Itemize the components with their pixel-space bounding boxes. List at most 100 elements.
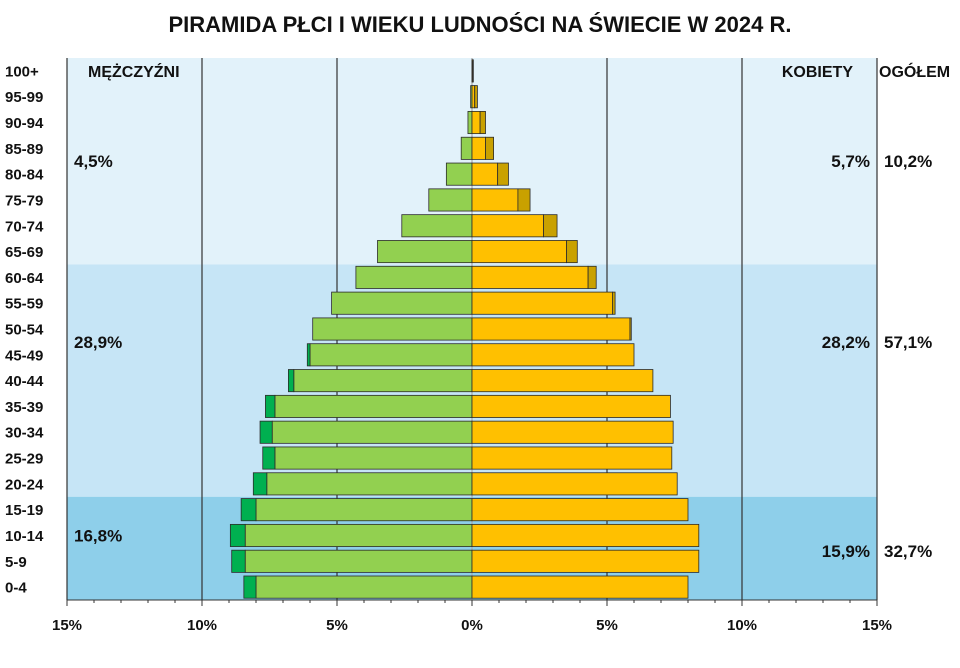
age-category-label: 10-14: [5, 528, 44, 545]
chart-title: PIRAMIDA PŁCI I WIEKU LUDNOŚCI NA ŚWIECI…: [169, 12, 792, 37]
bar-men-25-29: [274, 446, 473, 470]
bar-men-70-74: [401, 214, 473, 238]
age-category-label: 55-59: [5, 296, 43, 313]
men-share-label: 16,8%: [74, 526, 122, 545]
age-category-label: 0-4: [5, 580, 27, 597]
bar-men-80-84: [445, 162, 473, 186]
bar-men-15-19: [255, 498, 473, 522]
bar-women-55-59: [471, 291, 613, 315]
age-category-label: 20-24: [5, 476, 44, 493]
bar-women-excess-65-69: [566, 240, 578, 264]
bar-women-0-4: [471, 575, 689, 599]
bar-men-20-24: [266, 472, 473, 496]
women-header: KOBIETY: [782, 64, 853, 81]
bar-men-excess-5-9: [231, 549, 246, 573]
bar-women-20-24: [471, 472, 678, 496]
x-tick-label: 15%: [52, 617, 82, 634]
bar-men-excess-45-49: [306, 343, 311, 367]
bar-women-35-39: [471, 394, 671, 418]
bar-men-55-59: [331, 291, 473, 315]
age-category-label: 40-44: [5, 373, 44, 390]
age-category-label: 80-84: [5, 167, 44, 184]
men-share-label: 28,9%: [74, 333, 122, 352]
bar-women-75-79: [471, 188, 519, 212]
age-category-label: 65-69: [5, 244, 43, 261]
men-header: MĘŻCZYŹNI: [88, 62, 180, 81]
bar-men-excess-35-39: [265, 394, 276, 418]
age-category-label: 5-9: [5, 554, 27, 571]
bar-women-excess-55-59: [612, 291, 616, 315]
bar-men-30-34: [271, 420, 473, 444]
x-tick-label: 5%: [326, 617, 348, 634]
men-share-label: 4,5%: [74, 152, 113, 171]
bar-women-90-94: [471, 111, 481, 135]
bar-men-excess-25-29: [262, 446, 276, 470]
bar-women-50-54: [471, 317, 631, 341]
bar-women-60-64: [471, 265, 589, 289]
bar-men-40-44: [293, 369, 473, 393]
bar-women-excess-90-94: [479, 111, 486, 135]
x-tick-label: 5%: [596, 617, 618, 634]
bar-men-65-69: [377, 240, 473, 264]
women-share-label: 15,9%: [822, 542, 870, 561]
bar-women-excess-80-84: [497, 162, 509, 186]
bar-men-0-4: [255, 575, 473, 599]
women-share-label: 28,2%: [822, 333, 870, 352]
age-category-label: 100+: [5, 63, 39, 80]
bar-women-45-49: [471, 343, 635, 367]
age-category-label: 75-79: [5, 192, 43, 209]
bar-men-excess-0-4: [243, 575, 257, 599]
x-tick-label: 10%: [727, 617, 757, 634]
women-share-label: 5,7%: [831, 152, 870, 171]
bar-women-25-29: [471, 446, 673, 470]
bar-men-5-9: [244, 549, 473, 573]
bar-women-65-69: [471, 240, 567, 264]
bar-women-excess-60-64: [587, 265, 597, 289]
bar-men-85-89: [460, 136, 473, 160]
total-share-label: 32,7%: [884, 542, 932, 561]
bar-women-80-84: [471, 162, 499, 186]
bar-women-15-19: [471, 498, 689, 522]
bar-men-35-39: [274, 394, 473, 418]
bar-women-excess-95-99: [474, 85, 478, 109]
age-category-label: 15-19: [5, 502, 43, 519]
age-category-label: 85-89: [5, 141, 43, 158]
total-share-label: 57,1%: [884, 333, 932, 352]
bar-women-30-34: [471, 420, 674, 444]
bar-men-10-14: [244, 523, 473, 547]
bar-women-70-74: [471, 214, 544, 238]
bar-men-excess-10-14: [229, 523, 246, 547]
bar-men-90-94: [467, 111, 473, 135]
bar-men-75-79: [428, 188, 473, 212]
age-category-label: 90-94: [5, 115, 44, 132]
bar-women-40-44: [471, 369, 654, 393]
bar-men-excess-20-24: [252, 472, 268, 496]
bar-men-60-64: [355, 265, 473, 289]
age-category-label: 50-54: [5, 322, 44, 339]
age-category-label: 30-34: [5, 425, 44, 442]
x-tick-label: 15%: [862, 617, 892, 634]
bar-women-excess-100+: [472, 59, 474, 83]
x-tick-label: 10%: [187, 617, 217, 634]
age-category-label: 95-99: [5, 89, 43, 106]
bar-women-10-14: [471, 523, 700, 547]
age-category-label: 70-74: [5, 218, 44, 235]
age-category-label: 45-49: [5, 347, 43, 364]
bar-women-95-99: [471, 85, 476, 109]
bar-women-excess-75-79: [517, 188, 531, 212]
bar-men-excess-15-19: [240, 498, 257, 522]
age-category-label: 60-64: [5, 270, 44, 287]
total-share-label: 10,2%: [884, 152, 932, 171]
bar-men-excess-40-44: [287, 369, 295, 393]
age-category-label: 35-39: [5, 399, 43, 416]
bar-women-excess-50-54: [629, 317, 632, 341]
bar-women-excess-70-74: [543, 214, 558, 238]
bar-men-45-49: [309, 343, 473, 367]
bar-women-85-89: [471, 136, 486, 160]
age-category-label: 25-29: [5, 451, 43, 468]
bar-women-excess-85-89: [485, 136, 495, 160]
total-header: OGÓŁEM: [879, 62, 950, 81]
bar-men-50-54: [312, 317, 473, 341]
